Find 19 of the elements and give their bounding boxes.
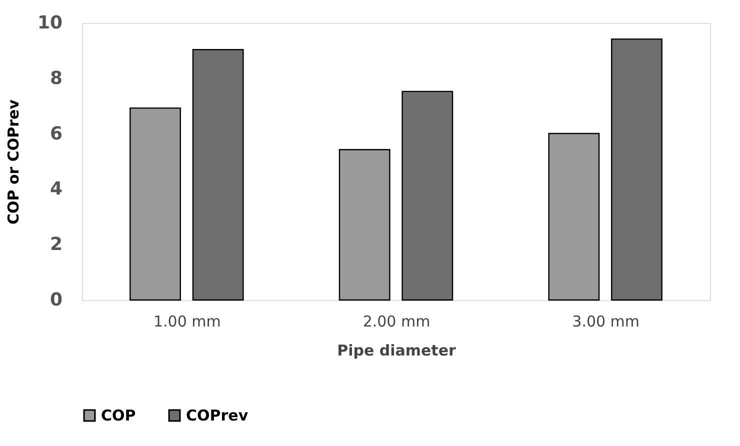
x-axis-title: Pipe diameter: [337, 342, 456, 360]
legend-label: COPrev: [186, 406, 248, 425]
x-tick-label: 1.00 mm: [153, 312, 221, 330]
y-axis-title: COP or COPrev: [4, 99, 22, 225]
bar: [611, 38, 662, 301]
x-tick-label: 2.00 mm: [362, 312, 430, 330]
y-tick-label: 10: [37, 12, 62, 34]
bar: [338, 148, 390, 301]
y-tick-label: 8: [50, 68, 62, 89]
bar: [130, 107, 181, 301]
bar: [548, 132, 600, 301]
y-tick-label: 0: [50, 290, 62, 310]
y-tick-label: 6: [50, 123, 62, 144]
y-tick-label: 2: [50, 234, 62, 256]
x-tick-label: 3.00 mm: [572, 312, 640, 330]
legend-label: COP: [101, 406, 136, 425]
bar: [402, 90, 454, 301]
y-tick-label: 4: [50, 178, 62, 200]
bar: [192, 48, 244, 301]
